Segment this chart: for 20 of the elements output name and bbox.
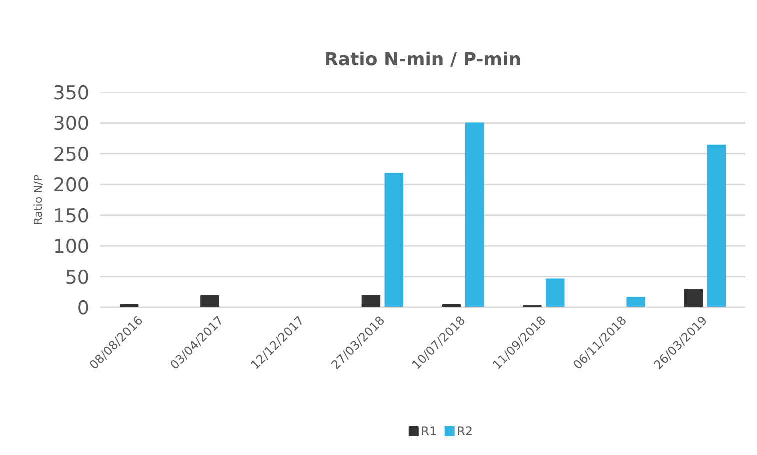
y-tick-label: 50 [65, 266, 90, 289]
bar [546, 278, 565, 308]
bar [362, 295, 381, 308]
chart-title: Ratio N-min / P-min [324, 50, 522, 70]
bar [384, 173, 404, 308]
y-tick-label: 150 [53, 205, 90, 228]
bar [684, 289, 704, 308]
bar [465, 122, 484, 308]
legend-label: R2 [457, 424, 474, 438]
y-tick-label: 0 [77, 298, 90, 320]
bar [200, 295, 220, 308]
y-tick-label: 100 [53, 236, 90, 258]
bar [707, 144, 726, 308]
y-tick-label: 250 [53, 144, 90, 166]
y-tick-label: 300 [53, 113, 90, 136]
legend-label: R1 [421, 424, 438, 438]
y-tick-label: 350 [53, 82, 90, 104]
y-tick-label: 200 [53, 174, 90, 197]
bar [626, 297, 646, 308]
y-axis-title: Ratio N/P [32, 174, 46, 226]
